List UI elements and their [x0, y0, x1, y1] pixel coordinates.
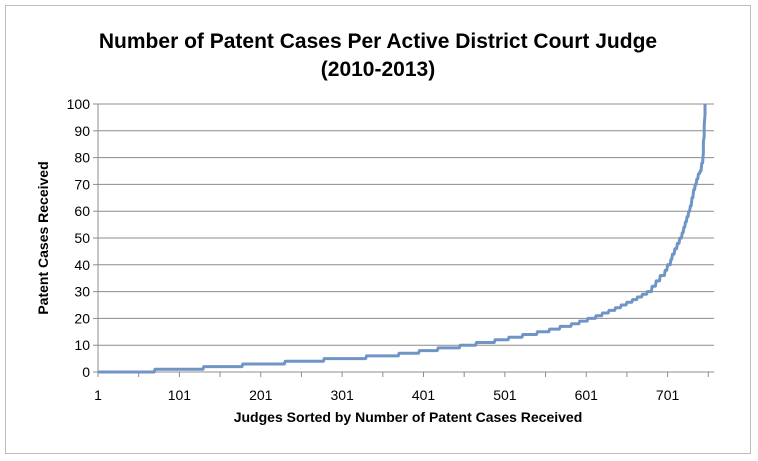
x-tick-label-4: 401: [412, 387, 436, 403]
x-tick-label-2: 201: [249, 387, 273, 403]
x-axis-label: Judges Sorted by Number of Patent Cases …: [234, 409, 583, 425]
y-tick-label-9: 90: [74, 123, 90, 139]
x-tick-label-5: 501: [493, 387, 517, 403]
y-tick-label-4: 40: [74, 257, 90, 273]
y-tick-label-8: 80: [74, 150, 90, 166]
y-tick-label-5: 50: [74, 230, 90, 246]
chart-svg: Number of Patent Cases Per Active Distri…: [6, 6, 752, 455]
y-tick-label-7: 70: [74, 176, 90, 192]
chart-title: Number of Patent Cases Per Active Distri…: [99, 30, 657, 53]
y-tick-label-3: 30: [74, 284, 90, 300]
y-tick-label-6: 60: [74, 203, 90, 219]
y-axis-label: Patent Cases Received: [35, 161, 51, 314]
x-tick-label-1: 101: [168, 387, 192, 403]
x-tick-label-0: 1: [94, 387, 102, 403]
y-tick-label-1: 10: [74, 337, 90, 353]
y-axis-ticks: 0 10 20 30 40 50 60 70 80 90 100: [67, 96, 98, 380]
x-axis-ticks: 1 101 201 301 401 501 601 701: [94, 372, 708, 403]
y-tick-label-2: 20: [74, 310, 90, 326]
gridlines: [98, 104, 714, 345]
y-tick-label-0: 0: [82, 364, 90, 380]
x-tick-label-7: 701: [656, 387, 680, 403]
x-tick-label-6: 601: [575, 387, 599, 403]
chart-frame: Number of Patent Cases Per Active Distri…: [5, 5, 751, 454]
chart-subtitle: (2010-2013): [321, 58, 435, 81]
x-tick-label-3: 301: [330, 387, 354, 403]
y-tick-label-10: 100: [67, 96, 91, 112]
